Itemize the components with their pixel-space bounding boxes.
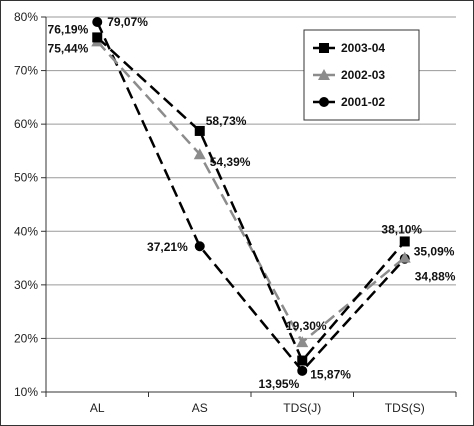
legend-label: 2001-02 (341, 95, 385, 109)
data-label: 76,19% (48, 22, 89, 36)
data-label: 79,07% (107, 15, 148, 29)
data-point-2001-02 (92, 16, 103, 27)
data-point-2003-04 (297, 355, 308, 366)
data-point-2003-04 (194, 125, 205, 136)
data-label: 38,10% (381, 222, 422, 236)
y-tick-label: 70% (14, 64, 38, 78)
data-label: 58,73% (206, 114, 247, 128)
data-point-2002-03 (296, 336, 309, 348)
series-layer (91, 16, 411, 376)
legend-label: 2003-04 (341, 41, 385, 55)
data-label: 35,09% (414, 245, 455, 259)
data-point-2001-02 (297, 365, 308, 376)
data-label: 13,95% (259, 377, 300, 391)
y-tick-label: 60% (14, 117, 38, 131)
legend-marker (319, 97, 329, 107)
y-tick-label: 10% (14, 385, 38, 399)
data-point-2003-04 (92, 32, 103, 43)
axes: 10% 20% 30% 40% 50% 60% 70% 80% AL AS TDS(J) TDS(S) (14, 10, 457, 415)
y-tick-label: 20% (14, 331, 38, 345)
y-tick-label: 80% (14, 10, 38, 24)
x-tick-label: AL (90, 401, 105, 415)
x-tick-label: TDS(J) (283, 401, 321, 415)
data-point-2001-02 (194, 241, 205, 252)
legend-marker (319, 43, 329, 53)
data-label: 54,39% (210, 155, 251, 169)
data-point-2002-03 (193, 148, 206, 160)
legend-label: 2002-03 (341, 68, 385, 82)
data-label: 75,44% (48, 41, 89, 55)
series-line-2001-02 (96, 21, 406, 373)
data-label: 15,87% (310, 368, 351, 382)
data-label: 37,21% (147, 240, 188, 254)
y-tick-label: 50% (14, 171, 38, 185)
data-point-2002-03 (398, 251, 411, 263)
legend-marker (318, 69, 330, 80)
x-tick-label: TDS(S) (385, 401, 425, 415)
y-tick-label: 40% (14, 224, 38, 238)
legend: 2003-04 2002-03 2001-02 (303, 29, 420, 121)
series-line-2003-04 (96, 36, 406, 363)
data-point-2003-04 (399, 236, 410, 247)
y-tick-label: 30% (14, 278, 38, 292)
data-label: 19,30% (286, 319, 327, 333)
data-label: 34,88% (415, 270, 456, 284)
x-tick-label: AS (192, 401, 208, 415)
data-labels: 76,19% 58,73% 15,87% 38,10% 75,44% 54,39% 19,3… (48, 15, 456, 391)
